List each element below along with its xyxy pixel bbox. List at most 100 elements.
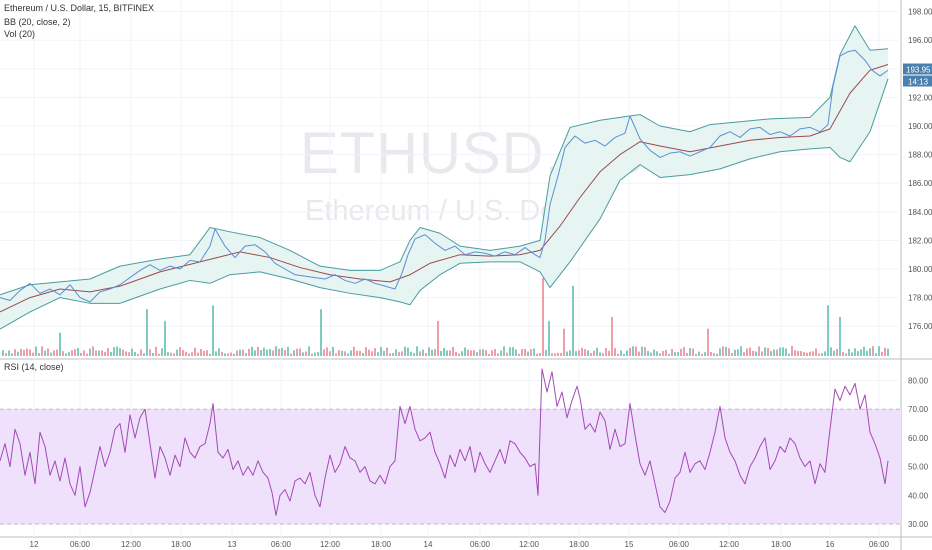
volume-bar: [599, 352, 601, 356]
vol-indicator-label[interactable]: Vol (20): [4, 29, 36, 39]
price-tick-label: 188.00: [908, 151, 932, 160]
time-tick-label: 12:00: [719, 540, 740, 549]
volume-bar: [263, 347, 265, 356]
volume-bar: [173, 353, 175, 356]
volume-bar: [26, 348, 28, 356]
bb-indicator-label[interactable]: BB (20, close, 2): [4, 17, 71, 27]
volume-bar: [632, 346, 634, 356]
volume-bar: [593, 350, 595, 356]
volume-bar: [308, 346, 310, 356]
volume-bar: [449, 350, 451, 356]
volume-bar: [620, 350, 622, 356]
volume-bar: [863, 346, 865, 356]
volume-bar: [134, 351, 136, 356]
volume-bar: [326, 347, 328, 356]
volume-bar: [827, 305, 829, 356]
volume-bar: [854, 348, 856, 356]
volume-bar: [506, 352, 508, 356]
volume-bar: [386, 347, 388, 356]
time-tick-label: 06:00: [669, 540, 690, 549]
volume-bar: [578, 350, 580, 356]
volume-bar: [224, 353, 226, 356]
volume-bar: [194, 347, 196, 356]
volume-bar: [359, 350, 361, 356]
volume-bar: [320, 309, 322, 356]
volume-bar: [707, 328, 709, 356]
volume-bar: [245, 353, 247, 356]
volume-bar: [710, 351, 712, 356]
volume-bar: [434, 349, 436, 356]
price-line: [0, 49, 889, 303]
volume-bar: [755, 351, 757, 356]
volume-bar: [800, 351, 802, 356]
volume-bar: [806, 352, 808, 356]
volume-bar: [611, 317, 613, 356]
time-tick-label: 06:00: [470, 540, 491, 549]
volume-bar: [5, 353, 7, 356]
volume-bar: [833, 350, 835, 356]
volume-bar: [683, 347, 685, 356]
volume-bar: [176, 349, 178, 356]
volume-bar: [542, 278, 544, 356]
volume-bar: [857, 351, 859, 356]
volume-bar: [41, 346, 43, 356]
volume-bar: [62, 351, 64, 356]
volume-bar: [287, 346, 289, 356]
volume-bar: [527, 351, 529, 356]
volume-bar: [299, 348, 301, 356]
volume-bar: [491, 350, 493, 356]
volume-bar: [815, 348, 817, 356]
volume-bar: [704, 352, 706, 356]
volume-bar: [752, 350, 754, 356]
volume-bar: [662, 350, 664, 356]
price-tick-label: 182.00: [908, 236, 932, 245]
volume-bar: [266, 349, 268, 356]
volume-bar: [32, 352, 34, 356]
volume-bar: [791, 346, 793, 356]
volume-bar: [332, 346, 334, 356]
volume-bar: [869, 348, 871, 356]
volume-bar: [530, 349, 532, 356]
volume-bar: [89, 348, 91, 356]
volume-bar: [188, 353, 190, 356]
volume-bar: [35, 346, 37, 356]
volume-bar: [872, 346, 874, 356]
volume-bar: [23, 350, 25, 356]
volume-bar: [680, 348, 682, 356]
volume-bar: [206, 350, 208, 356]
volume-bar: [737, 349, 739, 356]
volume-bar: [53, 350, 55, 356]
volume-bar: [146, 309, 148, 356]
rsi-tick-label: 80.00: [908, 377, 929, 386]
volume-bar: [185, 351, 187, 356]
time-tick-label: 16: [826, 540, 835, 549]
time-tick-label: 06:00: [271, 540, 292, 549]
volume-bar: [734, 349, 736, 356]
volume-bar: [692, 348, 694, 356]
volume-bar: [623, 353, 625, 356]
volume-bar: [698, 351, 700, 356]
time-tick-label: 18:00: [371, 540, 392, 549]
volume-bar: [665, 349, 667, 356]
volume-bar: [512, 347, 514, 356]
volume-bar: [701, 353, 703, 356]
volume-bar: [533, 348, 535, 356]
volume-bar: [686, 352, 688, 356]
volume-bar: [524, 348, 526, 356]
volume-bar: [341, 350, 343, 356]
volume-bar: [251, 346, 253, 356]
volume-bar: [572, 285, 574, 356]
volume-bar: [203, 350, 205, 356]
volume-bar: [545, 350, 547, 356]
volume-bar: [587, 350, 589, 356]
volume-bar: [122, 349, 124, 356]
rsi-indicator-label[interactable]: RSI (14, close): [4, 362, 64, 372]
volume-bar: [218, 348, 220, 356]
volume-bar: [377, 352, 379, 356]
bb-band-fill: [0, 25, 888, 330]
volume-bar: [500, 350, 502, 356]
volume-bar: [248, 348, 250, 356]
volume-bar: [335, 353, 337, 356]
volume-bar: [725, 346, 727, 356]
